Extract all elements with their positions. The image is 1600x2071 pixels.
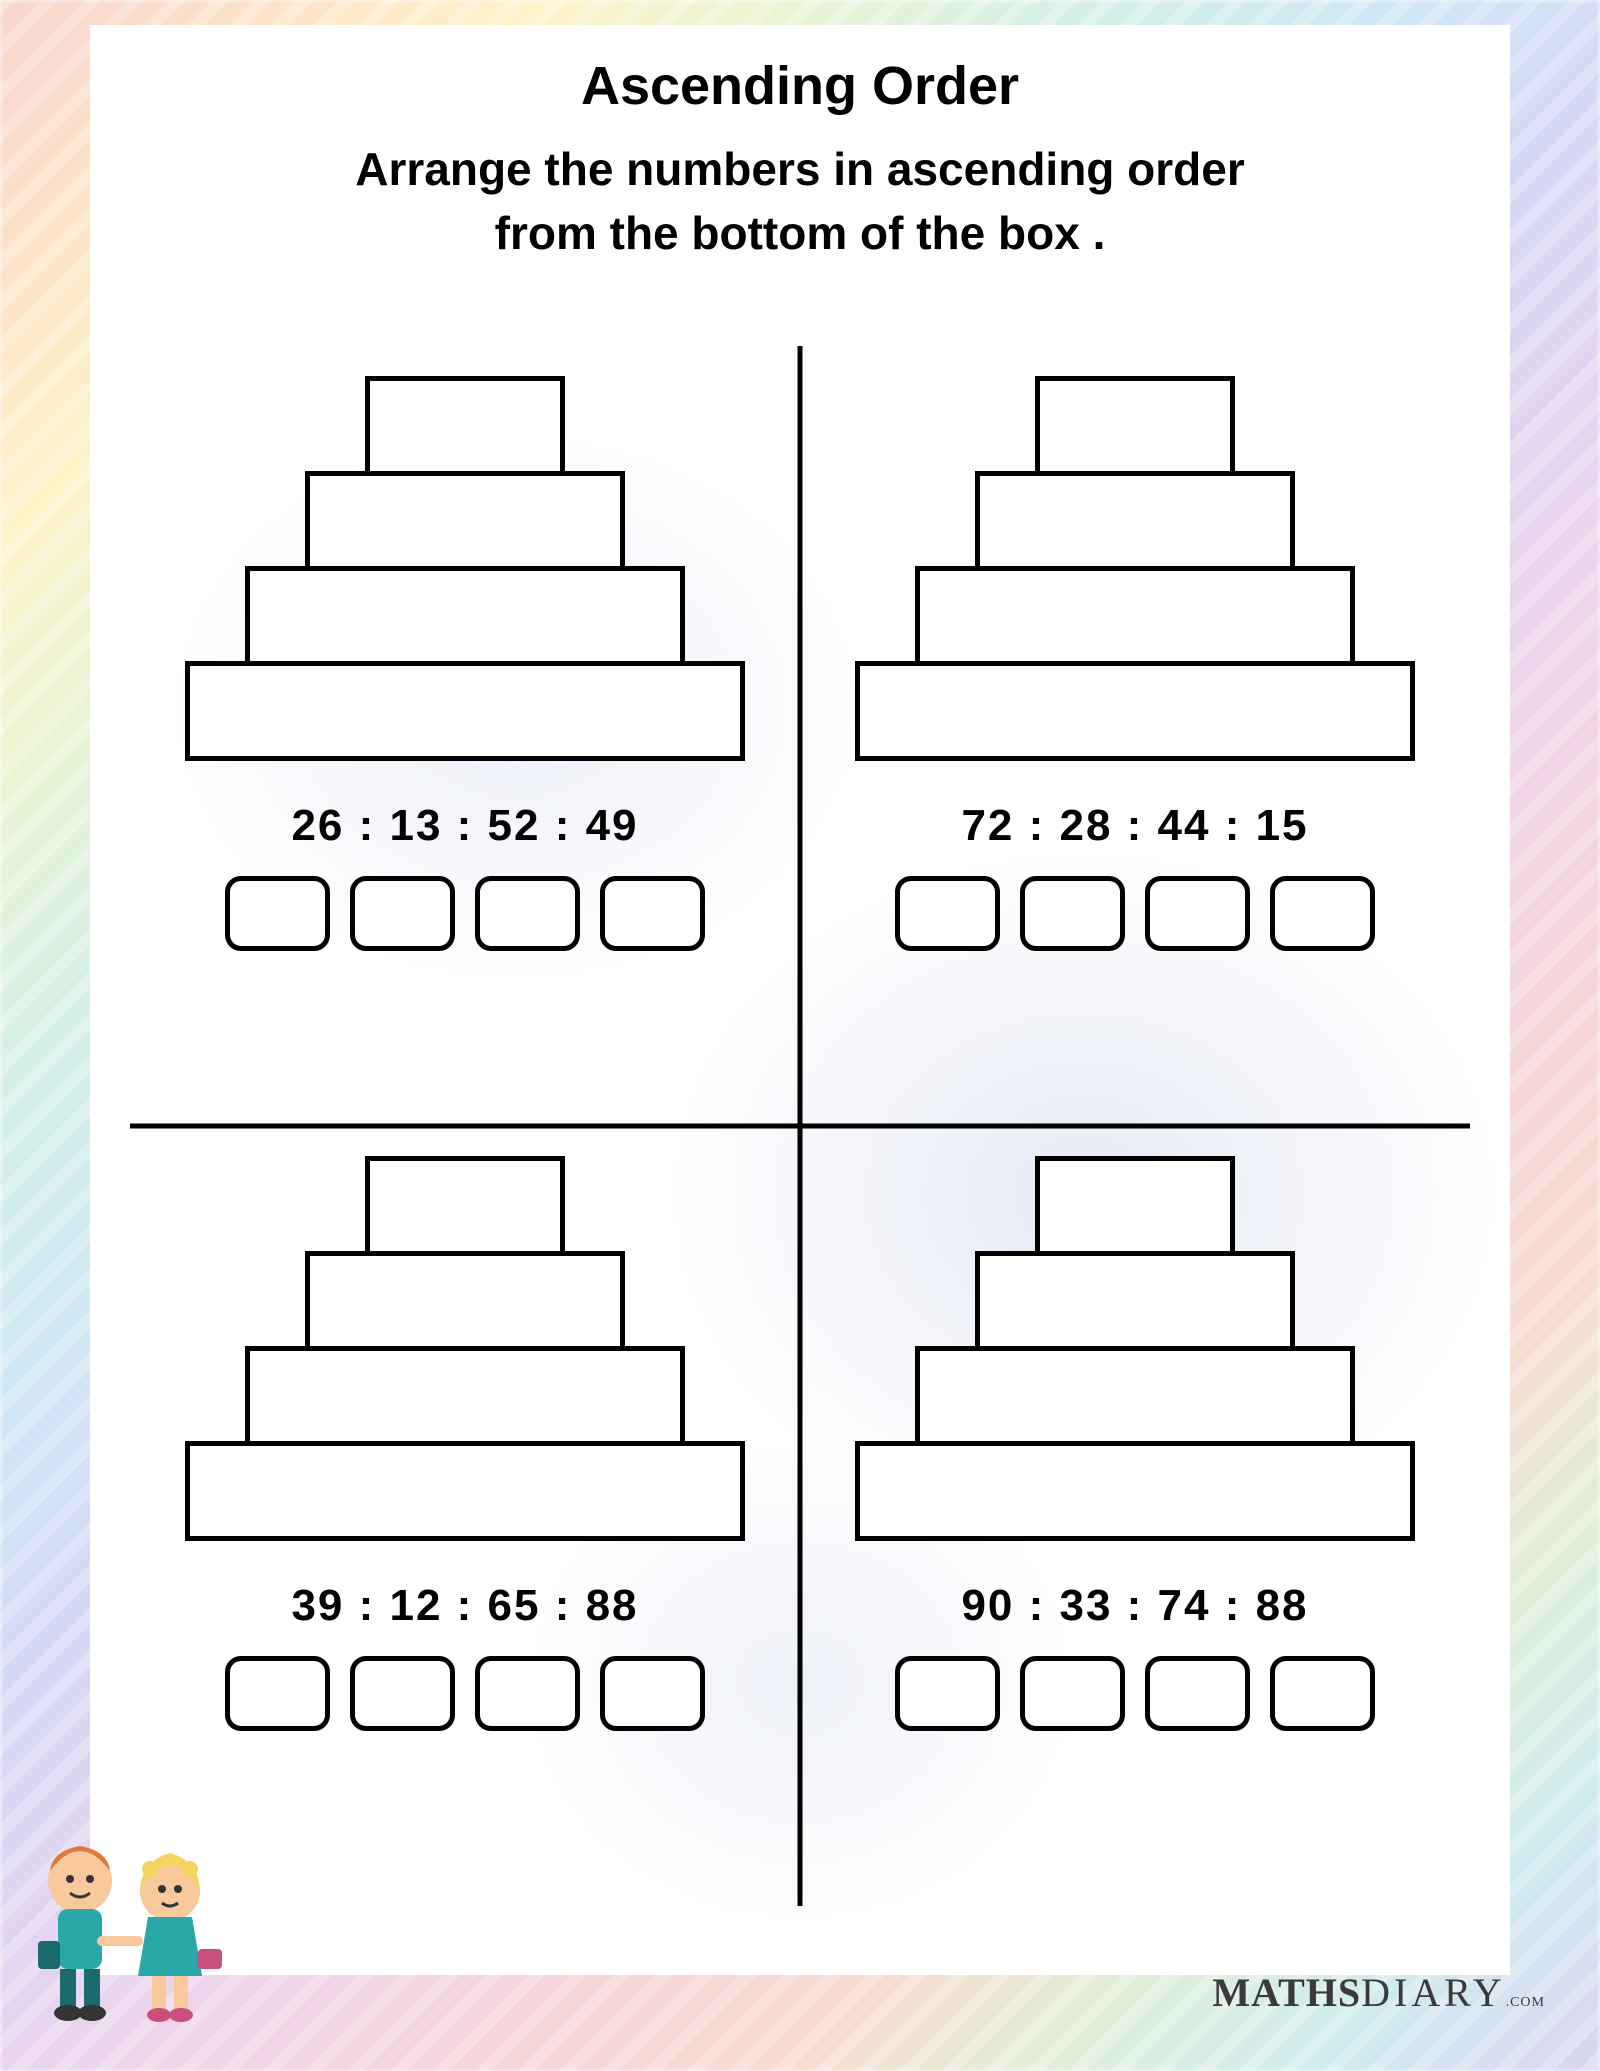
answer-box[interactable] <box>1145 876 1250 951</box>
worksheet-paper: Ascending Order Arrange the numbers in a… <box>90 25 1510 1975</box>
problem-grid: 26 : 13 : 52 : 49 72 : 28 : 44 : 15 <box>130 346 1470 1906</box>
number-list: 39 : 12 : 65 : 88 <box>291 1581 638 1631</box>
tower-tier[interactable] <box>915 1346 1355 1446</box>
tower-tier[interactable] <box>305 471 625 571</box>
tower-tier[interactable] <box>975 471 1295 571</box>
tower-tier[interactable] <box>975 1251 1295 1351</box>
answer-box[interactable] <box>600 876 705 951</box>
answer-box[interactable] <box>225 1656 330 1731</box>
logo-light: DIARY <box>1361 1970 1505 2015</box>
tower-tier[interactable] <box>185 661 745 761</box>
problem-1: 26 : 13 : 52 : 49 <box>130 346 800 1126</box>
answer-box[interactable] <box>1270 1656 1375 1731</box>
answer-box[interactable] <box>895 1656 1000 1731</box>
answer-row <box>225 1656 705 1731</box>
tower-tier[interactable] <box>915 566 1355 666</box>
tower-tier[interactable] <box>305 1251 625 1351</box>
answer-box[interactable] <box>1270 876 1375 951</box>
instructions-line-1: Arrange the numbers in ascending order <box>130 137 1470 201</box>
answer-row <box>895 1656 1375 1731</box>
number-list: 72 : 28 : 44 : 15 <box>961 801 1308 851</box>
tower-tier[interactable] <box>1035 1156 1235 1256</box>
tower <box>855 376 1415 761</box>
tower-tier[interactable] <box>1035 376 1235 476</box>
tower-tier[interactable] <box>855 1441 1415 1541</box>
tower-tier[interactable] <box>365 1156 565 1256</box>
brand-logo: MATHSDIARY.COM <box>1212 1969 1545 2016</box>
problem-2: 72 : 28 : 44 : 15 <box>800 346 1470 1126</box>
problem-3: 39 : 12 : 65 : 88 <box>130 1126 800 1906</box>
answer-box[interactable] <box>225 876 330 951</box>
tower-tier[interactable] <box>855 661 1415 761</box>
answer-row <box>225 876 705 951</box>
answer-box[interactable] <box>895 876 1000 951</box>
tower <box>185 376 745 761</box>
answer-box[interactable] <box>350 876 455 951</box>
problem-4: 90 : 33 : 74 : 88 <box>800 1126 1470 1906</box>
tower-tier[interactable] <box>185 1441 745 1541</box>
logo-bold: MATHS <box>1212 1970 1361 2015</box>
instructions-line-2: from the bottom of the box . <box>130 201 1470 265</box>
tower-tier[interactable] <box>245 566 685 666</box>
page-title: Ascending Order <box>130 55 1470 117</box>
logo-suffix: .COM <box>1506 1995 1545 2010</box>
answer-box[interactable] <box>600 1656 705 1731</box>
answer-row <box>895 876 1375 951</box>
answer-box[interactable] <box>1145 1656 1250 1731</box>
tower <box>185 1156 745 1541</box>
answer-box[interactable] <box>1020 1656 1125 1731</box>
kids-illustration <box>20 1821 240 2041</box>
number-list: 26 : 13 : 52 : 49 <box>291 801 638 851</box>
answer-box[interactable] <box>1020 876 1125 951</box>
answer-box[interactable] <box>475 1656 580 1731</box>
number-list: 90 : 33 : 74 : 88 <box>961 1581 1308 1631</box>
tower-tier[interactable] <box>245 1346 685 1446</box>
tower <box>855 1156 1415 1541</box>
answer-box[interactable] <box>475 876 580 951</box>
tower-tier[interactable] <box>365 376 565 476</box>
answer-box[interactable] <box>350 1656 455 1731</box>
instructions: Arrange the numbers in ascending order f… <box>130 137 1470 266</box>
